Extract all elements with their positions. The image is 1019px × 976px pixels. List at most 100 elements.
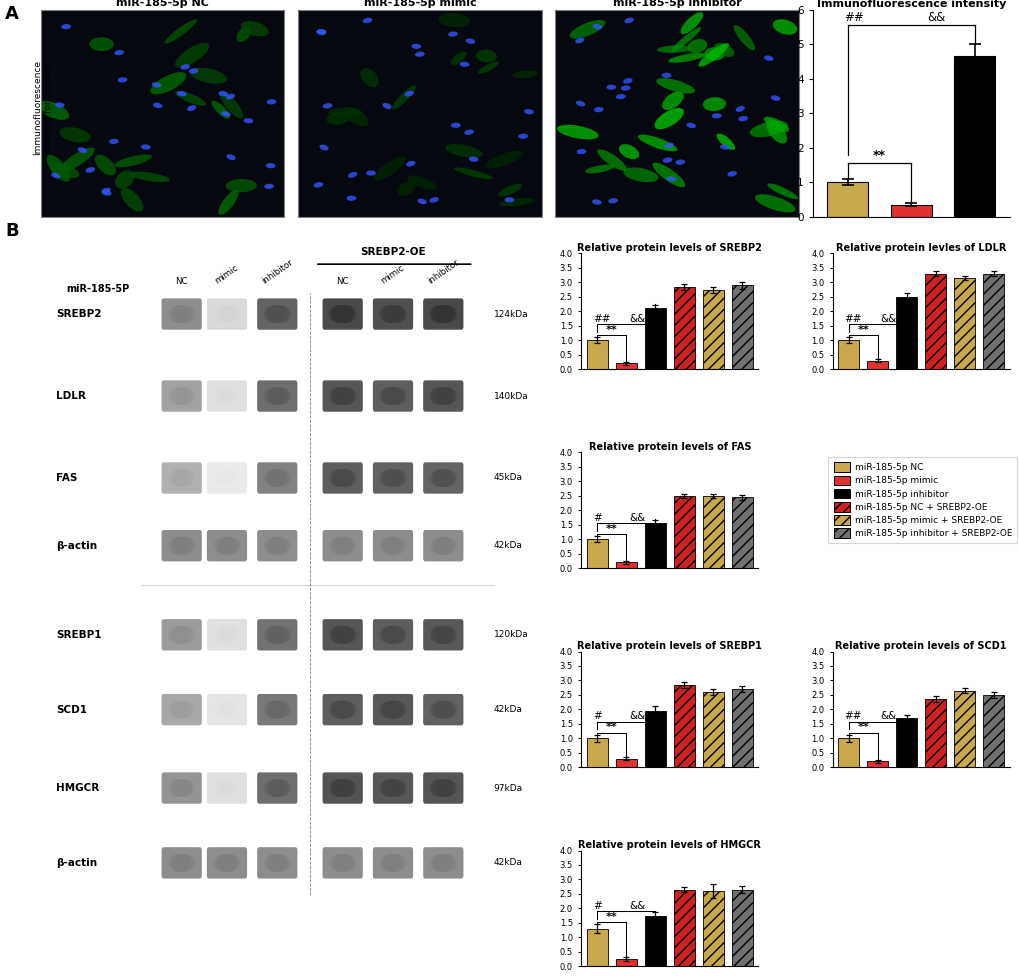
Bar bbox=[674, 496, 694, 568]
Ellipse shape bbox=[383, 854, 403, 872]
Ellipse shape bbox=[433, 305, 452, 323]
Text: FAS: FAS bbox=[56, 473, 77, 483]
FancyBboxPatch shape bbox=[161, 619, 202, 650]
Ellipse shape bbox=[334, 305, 354, 323]
Ellipse shape bbox=[270, 305, 289, 323]
Bar bbox=[924, 273, 946, 369]
Ellipse shape bbox=[430, 537, 450, 554]
Ellipse shape bbox=[383, 537, 403, 554]
Bar bbox=[826, 183, 867, 217]
Ellipse shape bbox=[380, 387, 399, 405]
Ellipse shape bbox=[469, 156, 478, 162]
Ellipse shape bbox=[328, 537, 348, 554]
Text: SREBP2: SREBP2 bbox=[56, 309, 101, 319]
Text: **: ** bbox=[856, 325, 868, 335]
Ellipse shape bbox=[171, 387, 192, 405]
Ellipse shape bbox=[405, 91, 414, 97]
Ellipse shape bbox=[702, 98, 726, 111]
Ellipse shape bbox=[575, 37, 584, 44]
Ellipse shape bbox=[267, 779, 287, 797]
Ellipse shape bbox=[662, 157, 672, 163]
Ellipse shape bbox=[656, 45, 690, 53]
Title: Relative protein levels of SREBP1: Relative protein levels of SREBP1 bbox=[577, 640, 761, 651]
Ellipse shape bbox=[217, 854, 236, 872]
Bar bbox=[674, 685, 694, 767]
Ellipse shape bbox=[220, 537, 239, 554]
Ellipse shape bbox=[460, 61, 469, 67]
Ellipse shape bbox=[268, 537, 288, 554]
Ellipse shape bbox=[434, 387, 454, 405]
Bar bbox=[953, 57, 995, 217]
Ellipse shape bbox=[464, 130, 474, 135]
Ellipse shape bbox=[385, 626, 406, 644]
Ellipse shape bbox=[264, 854, 284, 872]
Bar bbox=[702, 692, 723, 767]
Bar bbox=[644, 308, 665, 369]
Ellipse shape bbox=[170, 305, 191, 323]
Ellipse shape bbox=[170, 626, 191, 644]
Text: **: ** bbox=[605, 524, 616, 534]
Ellipse shape bbox=[328, 469, 348, 487]
Ellipse shape bbox=[90, 37, 114, 51]
Bar bbox=[732, 498, 752, 568]
Ellipse shape bbox=[268, 305, 288, 323]
Text: NC: NC bbox=[175, 276, 187, 286]
Ellipse shape bbox=[171, 854, 192, 872]
FancyBboxPatch shape bbox=[322, 694, 363, 725]
Text: #: # bbox=[592, 512, 601, 523]
Text: miR-185-5P: miR-185-5P bbox=[66, 284, 129, 294]
Ellipse shape bbox=[266, 305, 285, 323]
Ellipse shape bbox=[316, 30, 325, 35]
Ellipse shape bbox=[175, 779, 196, 797]
Ellipse shape bbox=[429, 197, 438, 203]
Bar bbox=[732, 889, 752, 966]
Bar bbox=[924, 699, 946, 767]
Ellipse shape bbox=[385, 779, 406, 797]
Ellipse shape bbox=[109, 139, 118, 144]
Bar bbox=[982, 273, 1004, 369]
Ellipse shape bbox=[381, 305, 401, 323]
Ellipse shape bbox=[576, 149, 586, 154]
Ellipse shape bbox=[266, 469, 285, 487]
Ellipse shape bbox=[733, 25, 754, 51]
Text: &&: && bbox=[879, 712, 896, 721]
Bar bbox=[954, 278, 974, 369]
Text: SREBP2-OE: SREBP2-OE bbox=[360, 247, 425, 257]
Ellipse shape bbox=[407, 176, 436, 189]
Ellipse shape bbox=[226, 154, 235, 160]
Ellipse shape bbox=[524, 109, 533, 114]
Ellipse shape bbox=[167, 779, 187, 797]
Ellipse shape bbox=[218, 701, 238, 718]
Ellipse shape bbox=[328, 107, 361, 118]
Text: **: ** bbox=[872, 148, 886, 161]
Title: Relative protein levels of SREBP2: Relative protein levels of SREBP2 bbox=[577, 243, 761, 253]
Ellipse shape bbox=[450, 123, 461, 128]
Ellipse shape bbox=[431, 701, 451, 718]
Ellipse shape bbox=[117, 77, 127, 82]
Ellipse shape bbox=[169, 626, 189, 644]
FancyBboxPatch shape bbox=[373, 694, 413, 725]
Ellipse shape bbox=[384, 537, 404, 554]
Ellipse shape bbox=[334, 854, 354, 872]
Bar bbox=[732, 689, 752, 767]
Ellipse shape bbox=[328, 701, 348, 718]
Ellipse shape bbox=[271, 537, 291, 554]
Ellipse shape bbox=[331, 626, 351, 644]
Ellipse shape bbox=[329, 469, 350, 487]
Ellipse shape bbox=[174, 469, 195, 487]
Bar bbox=[838, 738, 858, 767]
Ellipse shape bbox=[331, 387, 351, 405]
Ellipse shape bbox=[335, 305, 355, 323]
Ellipse shape bbox=[335, 779, 355, 797]
Ellipse shape bbox=[215, 469, 235, 487]
Text: ##: ## bbox=[592, 313, 609, 324]
Ellipse shape bbox=[417, 198, 426, 204]
Ellipse shape bbox=[214, 701, 234, 718]
Ellipse shape bbox=[383, 626, 403, 644]
Ellipse shape bbox=[271, 854, 291, 872]
Ellipse shape bbox=[101, 187, 111, 193]
Ellipse shape bbox=[383, 387, 403, 405]
Ellipse shape bbox=[436, 779, 455, 797]
Ellipse shape bbox=[518, 134, 528, 139]
Ellipse shape bbox=[175, 387, 196, 405]
